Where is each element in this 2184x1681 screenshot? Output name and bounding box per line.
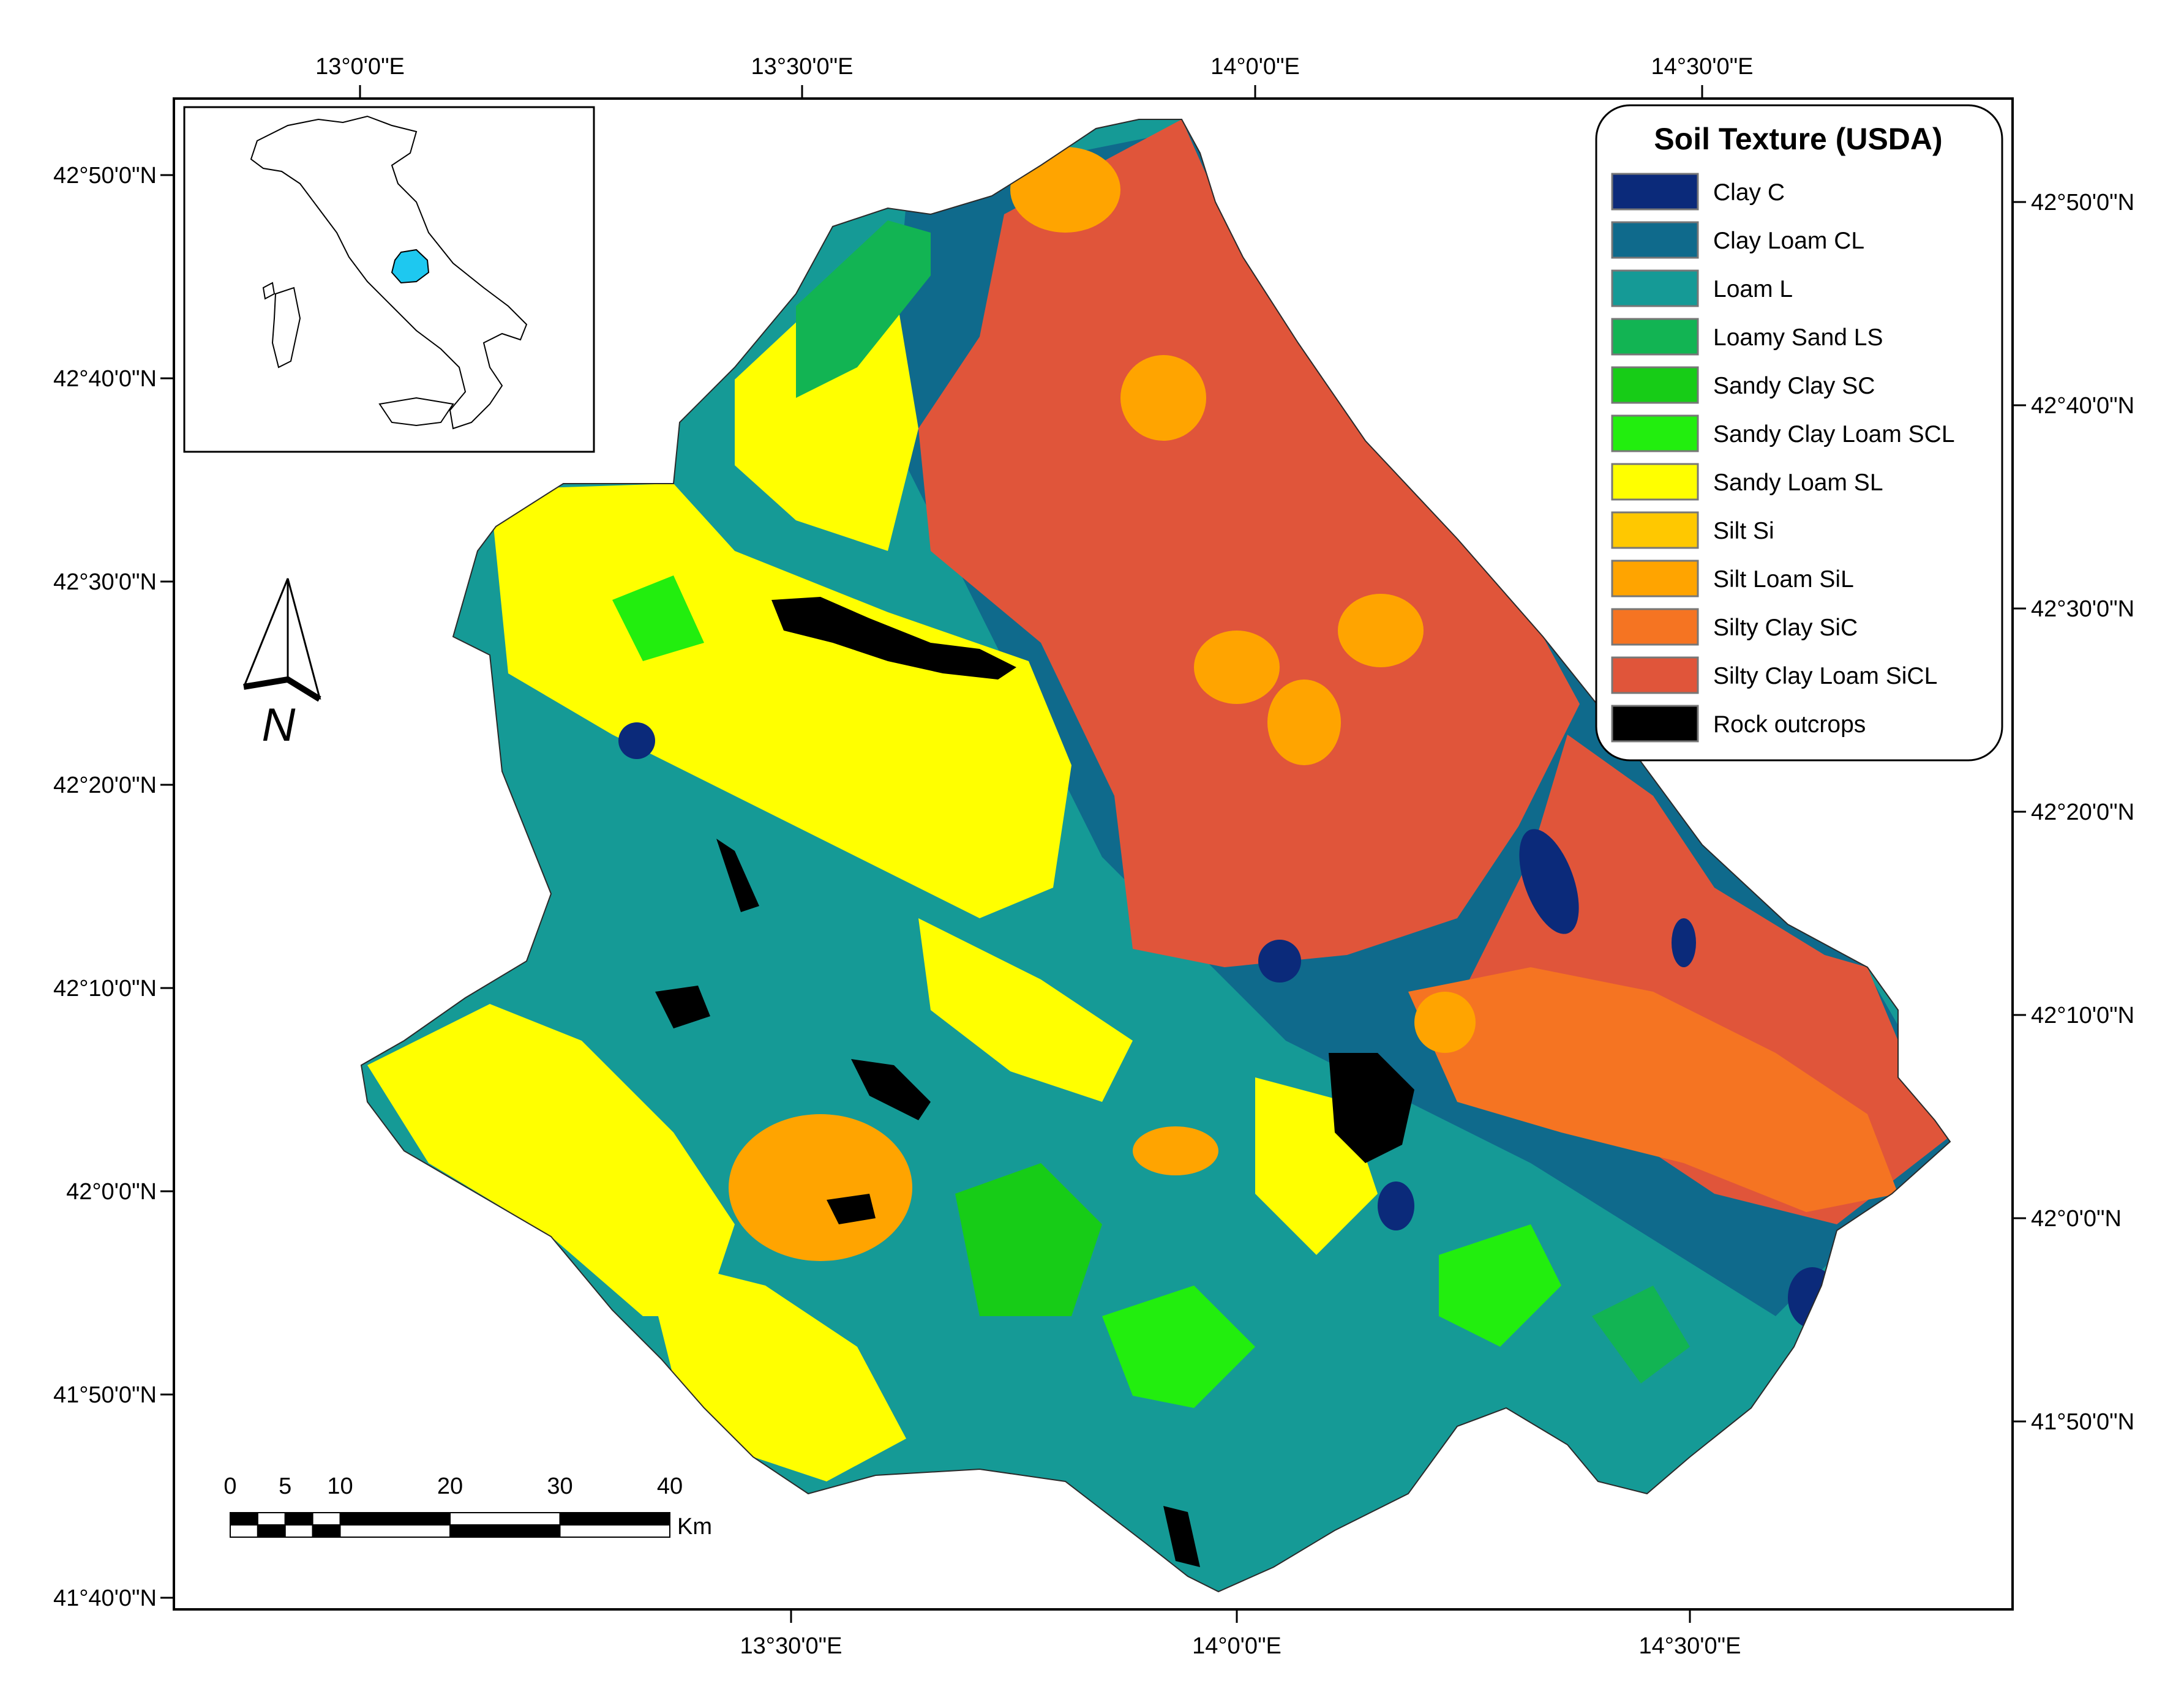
left-tick-label: 41°40'0"N xyxy=(53,1586,157,1611)
scale-unit: Km xyxy=(677,1514,712,1540)
legend-item: Sandy Clay SC xyxy=(1611,366,1875,404)
top-tick-label: 14°0'0"E xyxy=(1210,54,1300,80)
right-tick-label: 41°50'0"N xyxy=(2031,1409,2134,1435)
bottom-tick-label: 14°30'0"E xyxy=(1639,1633,1741,1659)
legend-item: Silt Si xyxy=(1611,511,1774,549)
legend-item: Silt Loam SiL xyxy=(1611,560,1854,597)
scale-number: 30 xyxy=(547,1473,572,1499)
graticule: 13°0'0"E 13°30'0"E 14°0'0"E 14°30'0"E 13°30'… xyxy=(53,54,2134,1659)
scale-number: 10 xyxy=(327,1473,353,1499)
legend-item: Clay Loam CL xyxy=(1611,221,1864,259)
legend-swatch xyxy=(1611,656,1699,694)
legend-label: Rock outcrops xyxy=(1713,711,1866,738)
left-tick-label: 42°30'0"N xyxy=(53,569,157,595)
legend-label: Sandy Clay SC xyxy=(1713,373,1875,399)
legend-label: Sandy Loam SL xyxy=(1713,470,1883,496)
legend-swatch xyxy=(1611,511,1699,549)
legend-swatch xyxy=(1611,608,1699,646)
legend-label: Loam L xyxy=(1713,276,1793,302)
legend-item: Sandy Loam SL xyxy=(1611,463,1883,501)
legend-swatch xyxy=(1611,318,1699,356)
scale-number: 40 xyxy=(657,1473,683,1499)
legend-label: Clay C xyxy=(1713,179,1785,206)
legend-title: Soil Texture (USDA) xyxy=(1654,122,1942,156)
legend-swatch xyxy=(1611,173,1699,211)
left-tick-label: 42°40'0"N xyxy=(53,366,157,392)
legend-label: Silty Clay Loam SiCL xyxy=(1713,663,1937,689)
legend-item: Silty Clay Loam SiCL xyxy=(1611,656,1937,694)
legend-label: Silt Loam SiL xyxy=(1713,566,1854,593)
legend-item: Clay C xyxy=(1611,173,1785,211)
left-tick-label: 42°10'0"N xyxy=(53,976,157,1001)
legend-swatch xyxy=(1611,269,1699,307)
legend-swatch xyxy=(1611,560,1699,597)
right-tick-label: 42°50'0"N xyxy=(2031,190,2134,215)
bottom-tick-label: 14°0'0"E xyxy=(1192,1633,1282,1659)
legend-item: Loamy Sand LS xyxy=(1611,318,1883,356)
scale-bar: 0 5 10 20 30 40 Km xyxy=(223,1473,712,1540)
scale-number: 20 xyxy=(437,1473,463,1499)
inset-locator xyxy=(183,106,595,453)
right-tick-label: 42°0'0"N xyxy=(2031,1206,2122,1232)
left-tick-label: 42°0'0"N xyxy=(66,1179,157,1205)
legend-item: Rock outcrops xyxy=(1611,705,1866,743)
abruzzo-highlight-icon xyxy=(391,249,430,284)
top-tick-label: 13°0'0"E xyxy=(315,54,405,80)
left-tick-label: 41°50'0"N xyxy=(53,1382,157,1408)
legend-swatch xyxy=(1611,221,1699,259)
legend-label: Silty Clay SiC xyxy=(1713,615,1858,641)
legend-item: Sandy Clay Loam SCL xyxy=(1611,414,1955,452)
legend-label: Silt Si xyxy=(1713,518,1774,544)
scale-number: 5 xyxy=(279,1473,291,1499)
legend-swatch xyxy=(1611,463,1699,501)
legend-swatch xyxy=(1611,705,1699,743)
left-tick-label: 42°20'0"N xyxy=(53,773,157,798)
legend-item: Loam L xyxy=(1611,269,1793,307)
legend-swatch xyxy=(1611,414,1699,452)
italy-locator-icon xyxy=(250,115,528,430)
legend-label: Clay Loam CL xyxy=(1713,228,1864,254)
left-tick-label: 42°50'0"N xyxy=(53,163,157,189)
legend-swatch xyxy=(1611,366,1699,404)
scale-number: 0 xyxy=(223,1473,236,1499)
right-tick-label: 42°40'0"N xyxy=(2031,393,2134,419)
legend-label: Loamy Sand LS xyxy=(1713,324,1883,351)
right-tick-label: 42°20'0"N xyxy=(2031,799,2134,825)
region-outline xyxy=(360,119,1951,1593)
right-tick-label: 42°30'0"N xyxy=(2031,596,2134,622)
north-arrow-icon: N xyxy=(243,578,321,751)
top-tick-label: 14°30'0"E xyxy=(1651,54,1754,80)
legend-item: Silty Clay SiC xyxy=(1611,608,1858,646)
right-tick-label: 42°10'0"N xyxy=(2031,1003,2134,1028)
legend-label: Sandy Clay Loam SCL xyxy=(1713,421,1955,447)
bottom-tick-label: 13°30'0"E xyxy=(740,1633,842,1659)
top-tick-label: 13°30'0"E xyxy=(751,54,854,80)
north-label: N xyxy=(262,699,296,751)
legend: Soil Texture (USDA) Clay C Clay Loam CL Lo… xyxy=(1595,104,2003,762)
